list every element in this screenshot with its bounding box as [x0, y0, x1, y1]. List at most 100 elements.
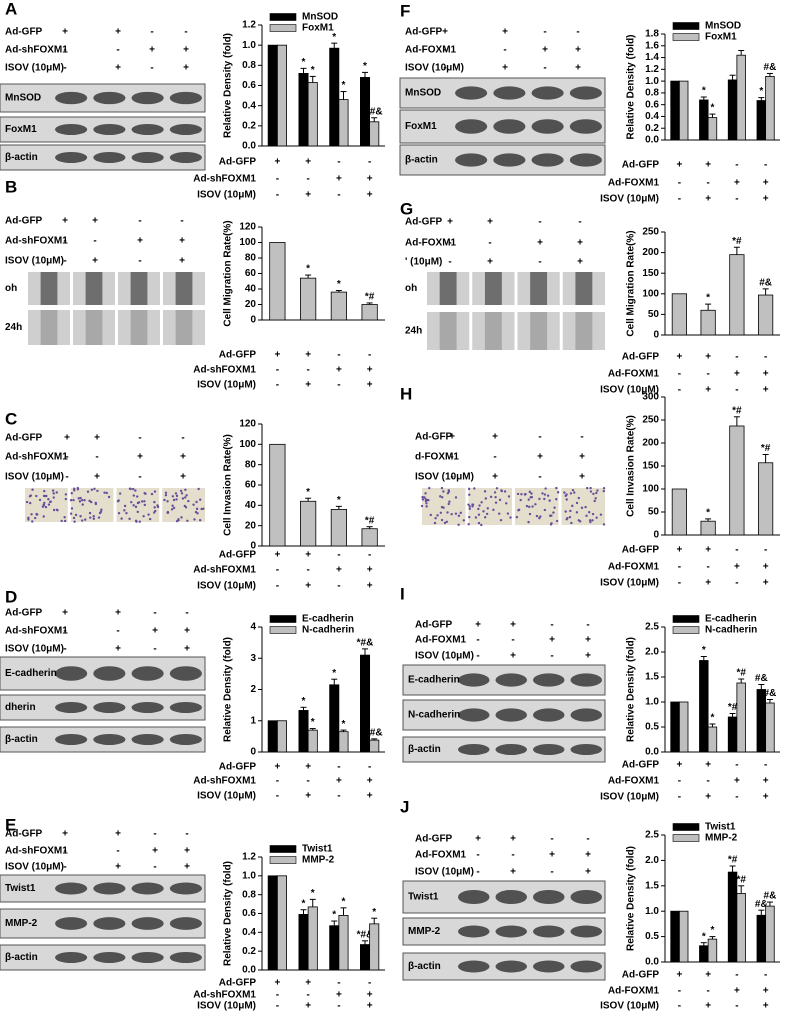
x-treatment-sign: - [764, 160, 767, 171]
invasion-cell [135, 520, 138, 523]
y-tick-label: 150 [642, 461, 659, 472]
y-tick-label: 150 [642, 268, 659, 279]
blot-band [55, 917, 88, 930]
invasion-cell [187, 499, 190, 503]
treatment-label: Ad-FOXM1 [415, 635, 467, 646]
invasion-cell [548, 499, 551, 502]
invasion-cell [505, 502, 508, 505]
invasion-cell [517, 509, 520, 512]
treatment-label: Ad-GFP [5, 608, 43, 619]
y-tick-label: 20 [245, 299, 257, 310]
significance: * [702, 931, 706, 942]
treatment-sign: + [152, 846, 158, 857]
y-tick-label: 0.2 [645, 123, 659, 134]
invasion-cell [175, 494, 179, 498]
treatment-sign: + [183, 63, 189, 74]
treatment-sign: - [153, 644, 156, 655]
x-treatment-sign: - [735, 1001, 738, 1012]
invasion-cell [72, 516, 76, 520]
invasion-cell [166, 510, 170, 514]
legend-swatch [672, 33, 700, 41]
bar [307, 729, 318, 753]
x-treatment-sign: - [337, 791, 340, 802]
x-treatment-sign: - [706, 562, 709, 573]
x-treatment-sign: + [734, 562, 740, 573]
invasion-cell [125, 511, 128, 515]
legend-swatch [672, 22, 700, 30]
y-tick-label: 1.2 [645, 64, 659, 75]
blot-band [93, 734, 126, 745]
invasion-cell [134, 505, 138, 509]
treatment-sign: - [476, 635, 479, 646]
y-tick-label: 0.4 [645, 111, 659, 122]
blot-band [493, 153, 526, 167]
treatment-label: ISOV (10μM) [5, 256, 64, 267]
invasion-cell [42, 503, 45, 507]
y-tick-label: 0.2 [242, 946, 256, 957]
invasion-cell [454, 512, 458, 515]
invasion-cell [64, 497, 68, 501]
treatment-sign: - [185, 829, 188, 840]
x-treatment-label: Ad-GFP [219, 978, 257, 989]
invasion-cell [164, 491, 168, 495]
blot-label: MnSOD [5, 93, 41, 104]
treatment-sign: + [579, 452, 585, 463]
invasion-cell [186, 519, 189, 523]
bar [338, 99, 349, 147]
blot-label: β-actin [5, 734, 38, 745]
invasion-cell [79, 496, 82, 500]
treatment-sign: - [443, 63, 446, 74]
treatment-sign: + [537, 238, 543, 249]
invasion-cell [185, 494, 188, 497]
invasion-cell [434, 517, 437, 520]
treatment-sign: - [511, 850, 514, 861]
invasion-cell [571, 488, 575, 492]
panel-letter: H [400, 384, 412, 403]
x-treatment-label: Ad-GFP [622, 760, 660, 771]
y-tick-label: 40 [245, 500, 257, 511]
legend-swatch [672, 615, 700, 623]
invasion-cell [153, 500, 156, 504]
invasion-cell [28, 501, 32, 505]
y-axis-label: Cell Invasion Rate(%) [626, 415, 637, 517]
x-treatment-sign: + [705, 970, 711, 981]
x-treatment-sign: - [337, 762, 340, 773]
invasion-cell [550, 514, 553, 517]
bar [700, 520, 716, 536]
x-treatment-sign: + [763, 369, 769, 380]
x-treatment-sign: - [735, 760, 738, 771]
invasion-cell [94, 502, 98, 506]
treatment-sign: + [502, 27, 508, 38]
invasion-image [116, 488, 160, 522]
x-treatment-sign: - [337, 157, 340, 168]
treatment-sign: + [115, 644, 121, 655]
invasion-cell [86, 490, 90, 493]
invasion-cell [596, 489, 599, 492]
invasion-cell [515, 515, 519, 519]
invasion-cell [433, 521, 437, 525]
x-treatment-sign: + [305, 157, 311, 168]
treatment-sign: - [448, 257, 451, 268]
x-treatment-sign: + [336, 565, 342, 576]
invasion-cell [425, 502, 428, 505]
treatment-sign: + [447, 217, 453, 228]
blot-band [458, 744, 490, 755]
invasion-cell [575, 501, 579, 505]
invasion-cell [89, 500, 93, 504]
bar [338, 914, 349, 971]
blot-band [458, 960, 490, 973]
significance: *#& [366, 728, 383, 739]
treatment-sign: + [585, 651, 591, 662]
invasion-cell [575, 511, 579, 514]
significance: * [302, 57, 306, 68]
invasion-cell [60, 519, 63, 523]
invasion-cell [72, 498, 75, 502]
blot-band [570, 889, 602, 905]
invasion-cell [474, 516, 478, 519]
blot-label: β-actin [405, 155, 438, 166]
invasion-cell [442, 490, 445, 493]
invasion-cell [69, 499, 73, 502]
y-tick-label: 0.8 [242, 60, 256, 71]
x-treatment-label: Ad-shFOXM1 [193, 365, 256, 376]
bar [765, 76, 775, 141]
